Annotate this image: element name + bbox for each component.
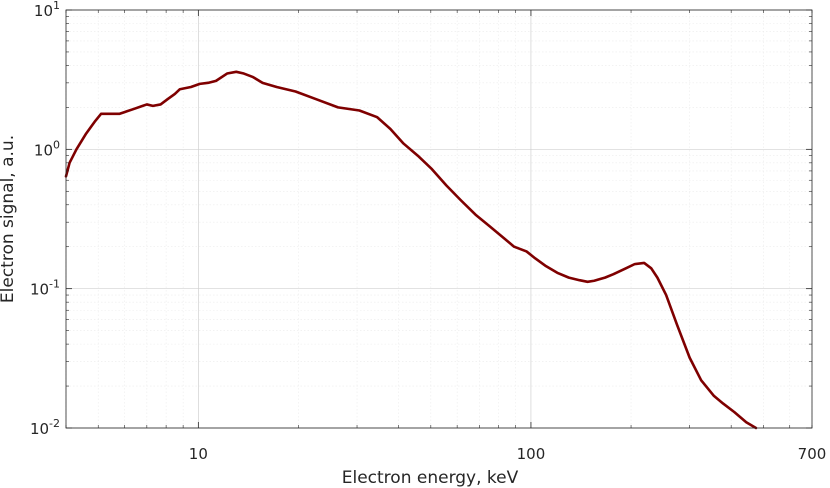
series-line-1 (64, 70, 758, 430)
y-tick-exponent: -1 (49, 278, 60, 291)
y-axis-label: Electron signal, a.u. (0, 135, 18, 303)
plot-background (66, 10, 812, 428)
y-tick-exponent: 1 (53, 0, 60, 12)
y-tick-base: 10 (30, 281, 49, 299)
y-tick-base: 10 (34, 141, 53, 159)
y-tick-exponent: 0 (53, 138, 60, 151)
x-axis-label: Electron energy, keV (342, 468, 519, 488)
series-layer (64, 70, 758, 430)
x-tick-label: 700 (798, 445, 827, 463)
y-tick-exponent: -2 (49, 417, 60, 430)
x-tick-label: 100 (517, 445, 546, 463)
y-tick-label: 100 (34, 138, 60, 159)
y-tick-base: 10 (30, 420, 49, 438)
tick-marks (65, 9, 813, 429)
x-tick-labels: 10 100 700 (189, 445, 827, 463)
y-tick-label: 10-2 (30, 417, 60, 438)
y-tick-base: 10 (34, 2, 53, 20)
x-tick-label: 10 (189, 445, 208, 463)
plot-frame (65, 9, 813, 429)
y-tick-label: 10-1 (30, 278, 60, 299)
y-tick-label: 101 (34, 0, 60, 20)
